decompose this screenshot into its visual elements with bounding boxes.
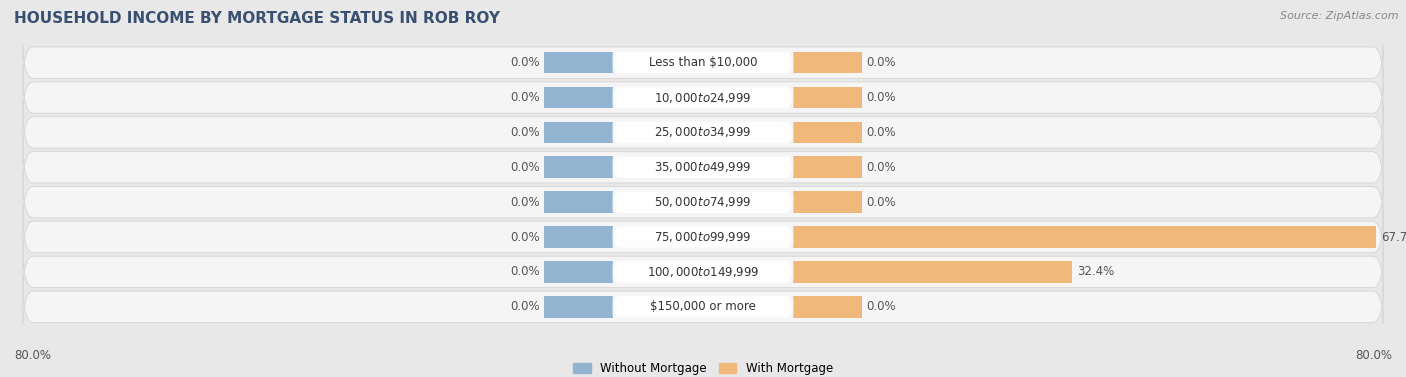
Bar <box>544 226 613 248</box>
Text: 0.0%: 0.0% <box>510 91 540 104</box>
FancyBboxPatch shape <box>613 115 793 150</box>
FancyBboxPatch shape <box>613 220 793 254</box>
Bar <box>544 87 613 108</box>
FancyBboxPatch shape <box>22 246 1384 298</box>
Bar <box>793 52 862 74</box>
Text: $50,000 to $74,999: $50,000 to $74,999 <box>654 195 752 209</box>
Bar <box>793 87 862 108</box>
Text: Source: ZipAtlas.com: Source: ZipAtlas.com <box>1281 11 1399 21</box>
Text: $25,000 to $34,999: $25,000 to $34,999 <box>654 126 752 139</box>
Bar <box>544 52 613 74</box>
Bar <box>544 296 613 317</box>
Text: 0.0%: 0.0% <box>866 196 896 208</box>
Text: $10,000 to $24,999: $10,000 to $24,999 <box>654 90 752 104</box>
Text: 0.0%: 0.0% <box>510 300 540 313</box>
FancyBboxPatch shape <box>22 141 1384 193</box>
FancyBboxPatch shape <box>22 176 1384 228</box>
Text: $100,000 to $149,999: $100,000 to $149,999 <box>647 265 759 279</box>
FancyBboxPatch shape <box>22 37 1384 89</box>
Bar <box>793 122 862 143</box>
Bar <box>544 156 613 178</box>
Text: 0.0%: 0.0% <box>510 196 540 208</box>
Text: Less than $10,000: Less than $10,000 <box>648 56 758 69</box>
FancyBboxPatch shape <box>22 211 1384 263</box>
Text: 80.0%: 80.0% <box>1355 349 1392 362</box>
FancyBboxPatch shape <box>22 280 1384 333</box>
FancyBboxPatch shape <box>613 290 793 324</box>
Text: 0.0%: 0.0% <box>866 161 896 174</box>
Bar <box>544 122 613 143</box>
Bar <box>793 296 862 317</box>
Bar <box>544 192 613 213</box>
Text: 0.0%: 0.0% <box>866 91 896 104</box>
Text: 0.0%: 0.0% <box>866 56 896 69</box>
Text: HOUSEHOLD INCOME BY MORTGAGE STATUS IN ROB ROY: HOUSEHOLD INCOME BY MORTGAGE STATUS IN R… <box>14 11 501 26</box>
Text: $35,000 to $49,999: $35,000 to $49,999 <box>654 160 752 174</box>
Text: 80.0%: 80.0% <box>14 349 51 362</box>
FancyBboxPatch shape <box>613 80 793 115</box>
Bar <box>793 192 862 213</box>
Text: 0.0%: 0.0% <box>510 161 540 174</box>
Legend: Without Mortgage, With Mortgage: Without Mortgage, With Mortgage <box>568 357 838 377</box>
FancyBboxPatch shape <box>613 185 793 219</box>
Text: 0.0%: 0.0% <box>866 126 896 139</box>
FancyBboxPatch shape <box>613 46 793 80</box>
Text: 32.4%: 32.4% <box>1077 265 1114 278</box>
Bar <box>793 226 1376 248</box>
Text: 0.0%: 0.0% <box>510 126 540 139</box>
Bar <box>544 261 613 283</box>
Bar <box>793 156 862 178</box>
Text: 0.0%: 0.0% <box>510 265 540 278</box>
Text: $150,000 or more: $150,000 or more <box>650 300 756 313</box>
FancyBboxPatch shape <box>613 150 793 184</box>
FancyBboxPatch shape <box>22 106 1384 159</box>
FancyBboxPatch shape <box>22 71 1384 124</box>
Text: $75,000 to $99,999: $75,000 to $99,999 <box>654 230 752 244</box>
Text: 0.0%: 0.0% <box>510 231 540 244</box>
FancyBboxPatch shape <box>613 255 793 289</box>
Text: 67.7%: 67.7% <box>1381 231 1406 244</box>
Bar <box>793 261 1073 283</box>
Text: 0.0%: 0.0% <box>866 300 896 313</box>
Text: 0.0%: 0.0% <box>510 56 540 69</box>
